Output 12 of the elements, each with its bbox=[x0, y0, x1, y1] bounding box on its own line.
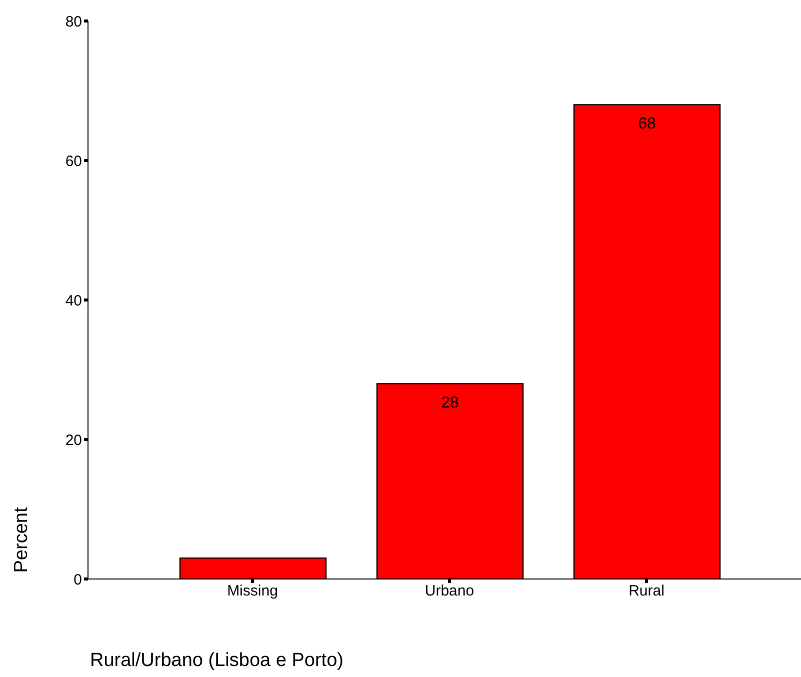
data-label: 28 bbox=[441, 394, 459, 412]
data-label: 68 bbox=[638, 116, 656, 133]
y-tick-label: 80 bbox=[65, 13, 82, 30]
y-tick-label: 0 bbox=[74, 571, 82, 588]
x-tick-label: Missing bbox=[227, 582, 278, 600]
x-tick-label: Rural bbox=[628, 582, 664, 600]
y-tick-label: 40 bbox=[65, 292, 82, 310]
x-tick-label: Urbano bbox=[424, 582, 474, 600]
y-tick-label: 20 bbox=[65, 432, 82, 449]
y-axis-title: Percent bbox=[11, 507, 33, 573]
x-axis-title: Rural/Urbano (Lisboa e Porto) bbox=[90, 650, 344, 672]
y-tick-label: 60 bbox=[65, 152, 82, 170]
